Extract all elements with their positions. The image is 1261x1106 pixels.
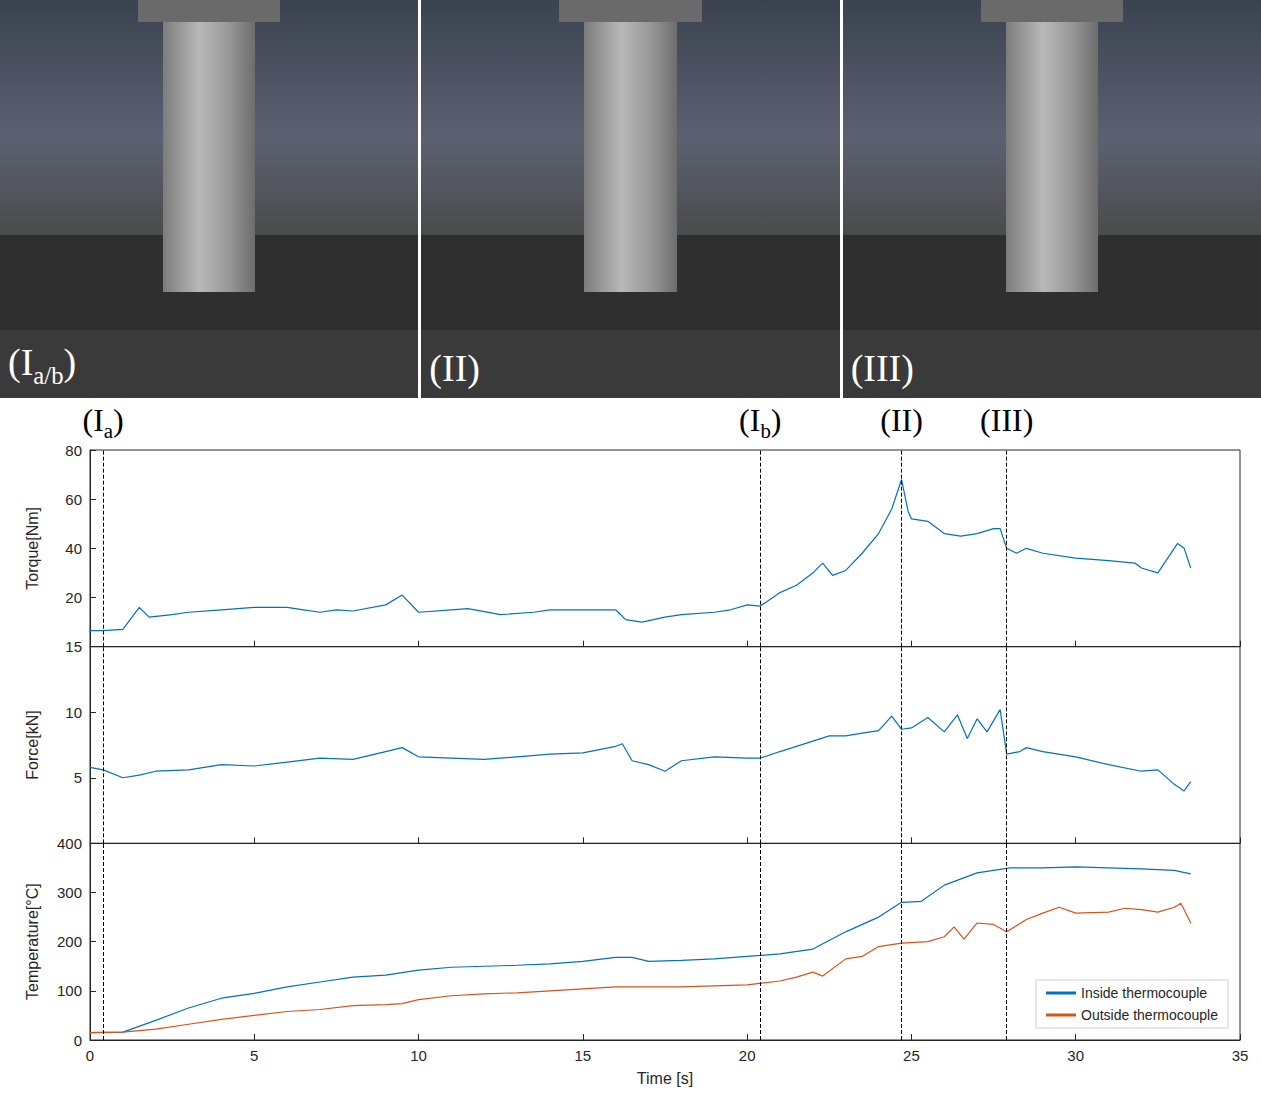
svg-text:0: 0: [74, 1032, 82, 1049]
html-text:(II): (II): [880, 402, 923, 438]
svg-text:30: 30: [1067, 1047, 1084, 1064]
svg-text:Force[kN]: Force[kN]: [24, 710, 41, 779]
svg-text:10: 10: [65, 704, 82, 721]
svg-text:35: 35: [1232, 1047, 1249, 1064]
svg-text:Inside thermocouple: Inside thermocouple: [1081, 985, 1207, 1001]
svg-text:Torque[Nm]: Torque[Nm]: [24, 507, 41, 590]
svg-text:Outside thermocouple: Outside thermocouple: [1081, 1007, 1218, 1023]
svg-text:5: 5: [250, 1047, 258, 1064]
svg-text:Time [s]: Time [s]: [637, 1070, 693, 1087]
svg-text:80: 80: [65, 442, 82, 459]
svg-text:400: 400: [57, 835, 82, 852]
svg-text:40: 40: [65, 540, 82, 557]
html-text:(III): (III): [850, 347, 914, 389]
svg-text:200: 200: [57, 933, 82, 950]
svg-text:60: 60: [65, 491, 82, 508]
svg-text:100: 100: [57, 982, 82, 999]
svg-text:Temperature[°C]: Temperature[°C]: [24, 883, 41, 1000]
html-text:(Ia/b): (Ia/b): [8, 341, 77, 389]
svg-text:25: 25: [903, 1047, 920, 1064]
svg-text:20: 20: [65, 589, 82, 606]
html-text:(III): (III): [980, 402, 1034, 438]
svg-text:5: 5: [74, 769, 82, 786]
html-text:(Ib): (Ib): [739, 402, 782, 443]
html-text:(Ia): (Ia): [82, 402, 124, 443]
html-text:(II): (II): [429, 347, 480, 389]
svg-text:15: 15: [65, 638, 82, 655]
svg-text:10: 10: [410, 1047, 427, 1064]
svg-text:0: 0: [86, 1047, 94, 1064]
svg-text:300: 300: [57, 884, 82, 901]
svg-text:15: 15: [575, 1047, 592, 1064]
svg-text:20: 20: [739, 1047, 756, 1064]
